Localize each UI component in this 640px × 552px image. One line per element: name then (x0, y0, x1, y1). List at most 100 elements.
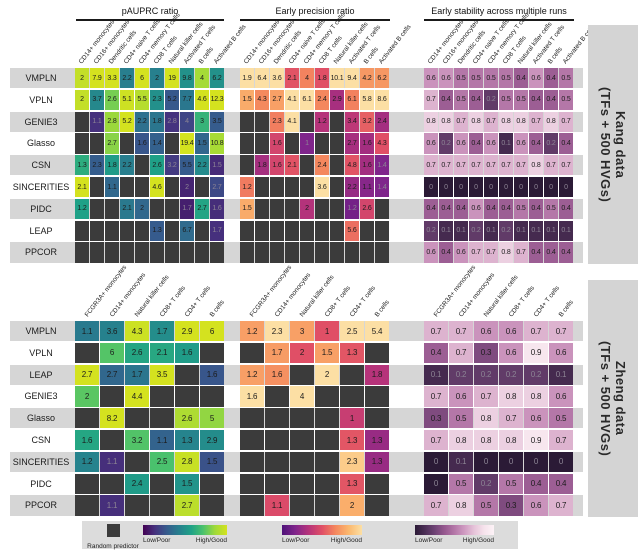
heatmap-cell: 0.5 (499, 89, 513, 111)
row-label-genie3: GENIE3 (24, 116, 58, 127)
heatmap-cell: 1 (315, 321, 339, 342)
heatmap-cell: 1.2 (75, 198, 89, 220)
heatmap-cell: 0.7 (484, 242, 498, 263)
heatmap-cell: 1.6 (75, 430, 99, 451)
heatmap-cell-blank (150, 495, 174, 516)
heatmap-cell-blank (375, 220, 389, 241)
heatmap-cell: 0 (484, 177, 498, 198)
pink-high-label: High/Good (462, 537, 494, 544)
heatmap-cell: 1.2 (240, 321, 264, 342)
heatmap-cell: 1.1 (90, 111, 104, 132)
heatmap-cell: 2.9 (330, 89, 344, 111)
heatmap-cell: 0.7 (449, 342, 473, 364)
heatmap-cell-blank (285, 177, 299, 198)
heatmap-cell: 0.4 (544, 68, 558, 89)
heatmap-cell: 0.6 (454, 242, 468, 263)
heatmap-cell: 0.8 (469, 111, 483, 132)
heatmap-cell-blank (290, 495, 314, 516)
heatmap-cell: 0.5 (499, 68, 513, 89)
heatmap-cell-blank (165, 198, 179, 220)
heatmap-cell-blank (125, 495, 149, 516)
heatmap-cell: 0.4 (439, 89, 453, 111)
zheng-dataset-label: Zheng data (TFs + 500 HVGs) (588, 280, 638, 517)
heatmap-cell: 2.4 (125, 473, 149, 494)
heatmap-cell: 0.1 (439, 220, 453, 241)
heatmap-cell: 2.2 (120, 68, 134, 89)
heatmap-cell-blank (315, 242, 329, 263)
heatmap-cell: 0.6 (524, 495, 548, 516)
heatmap-cell: 0.4 (529, 133, 543, 154)
heatmap-cell-blank (285, 198, 299, 220)
heatmap-cell: 0.8 (499, 242, 513, 263)
heatmap-cell: 0.7 (549, 495, 573, 516)
heatmap-cell: 2.5 (150, 451, 174, 473)
heatmap-cell-blank (105, 242, 119, 263)
legend-scale-stability: Low/Poor High/Good (415, 524, 494, 544)
heatmap-cell: 9.8 (180, 68, 194, 89)
heatmap-cell: 4 (290, 386, 314, 407)
heatmap-cell: 4.3 (125, 321, 149, 342)
heatmap-cell: 5.5 (180, 155, 194, 176)
pink-colorbar (415, 525, 494, 535)
heatmap-cell-blank (285, 133, 299, 154)
row-label-vpln: VPLN (29, 94, 53, 105)
heatmap-cell: 2.8 (105, 111, 119, 132)
heatmap-cell: 4 (195, 68, 209, 89)
heatmap-cell: 2 (315, 364, 339, 385)
warm-colorbar (282, 525, 362, 535)
heatmap-cell: 3.6 (100, 321, 124, 342)
heatmap-cell: 0.1 (559, 220, 573, 241)
heatmap-cell: 3.2 (360, 111, 374, 132)
heatmap-cell: 0.2 (499, 364, 523, 385)
heatmap-cell-blank (240, 451, 264, 473)
heatmap-cell: 0.9 (524, 430, 548, 451)
row-label-csn: CSN (31, 435, 51, 445)
heatmap-cell: 0 (549, 451, 573, 473)
heatmap-cell: 1.4 (375, 155, 389, 176)
heatmap-cell: 0.7 (559, 111, 573, 132)
heatmap-cell-blank (365, 473, 389, 494)
heatmap-cell: 0.4 (544, 89, 558, 111)
heatmap-cell-blank (240, 220, 254, 241)
heatmap-cell: 1.5 (210, 155, 224, 176)
heatmap-cell-blank (240, 242, 254, 263)
heatmap-cell: 1.3 (175, 430, 199, 451)
heatmap-cell: 2 (340, 495, 364, 516)
heatmap-cell: 0.5 (454, 89, 468, 111)
heatmap-cell: 7.7 (180, 89, 194, 111)
heatmap-cell-blank (135, 220, 149, 241)
heatmap-cell: 2 (75, 386, 99, 407)
heatmap-cell: 0.2 (469, 220, 483, 241)
heatmap-cell: 1 (340, 408, 364, 429)
heatmap-cell: 1.3 (340, 473, 364, 494)
heatmap-cell: 0.7 (549, 321, 573, 342)
heatmap-cell: 2.9 (200, 430, 224, 451)
heatmap-cell: 0.4 (499, 198, 513, 220)
heatmap-cell: 0.4 (559, 198, 573, 220)
row-label-vmpln: VMPLN (25, 73, 57, 83)
heatmap-cell: 0.7 (474, 386, 498, 407)
heatmap-cell-blank (270, 177, 284, 198)
heatmap-cell: 0.7 (514, 155, 528, 176)
heatmap-cell: 1.2 (315, 111, 329, 132)
heatmap-cell: 1.7 (125, 364, 149, 385)
heatmap-cell: 1.7 (180, 198, 194, 220)
heatmap-cell: 0.4 (469, 89, 483, 111)
heatmap-cell: 2 (300, 198, 314, 220)
heatmap-cell: 4.3 (255, 89, 269, 111)
heatmap-cell: 1.2 (240, 364, 264, 385)
heatmap-cell-blank (265, 386, 289, 407)
heatmap-cell: 0.7 (424, 89, 438, 111)
heatmap-cell-blank (270, 220, 284, 241)
heatmap-cell-blank (365, 386, 389, 407)
legend-scale-early-precision: Low/Poor High/Good (282, 524, 362, 544)
heatmap-cell-blank (345, 242, 359, 263)
heatmap-cell: 0.6 (424, 68, 438, 89)
heatmap-cell: 5.6 (345, 220, 359, 241)
legend-random-predictor: Random predictor (84, 524, 142, 550)
heatmap-cell: 0.6 (424, 133, 438, 154)
heatmap-cell-blank (300, 220, 314, 241)
heatmap-cell: 2.2 (195, 155, 209, 176)
heatmap-cell-blank (195, 220, 209, 241)
